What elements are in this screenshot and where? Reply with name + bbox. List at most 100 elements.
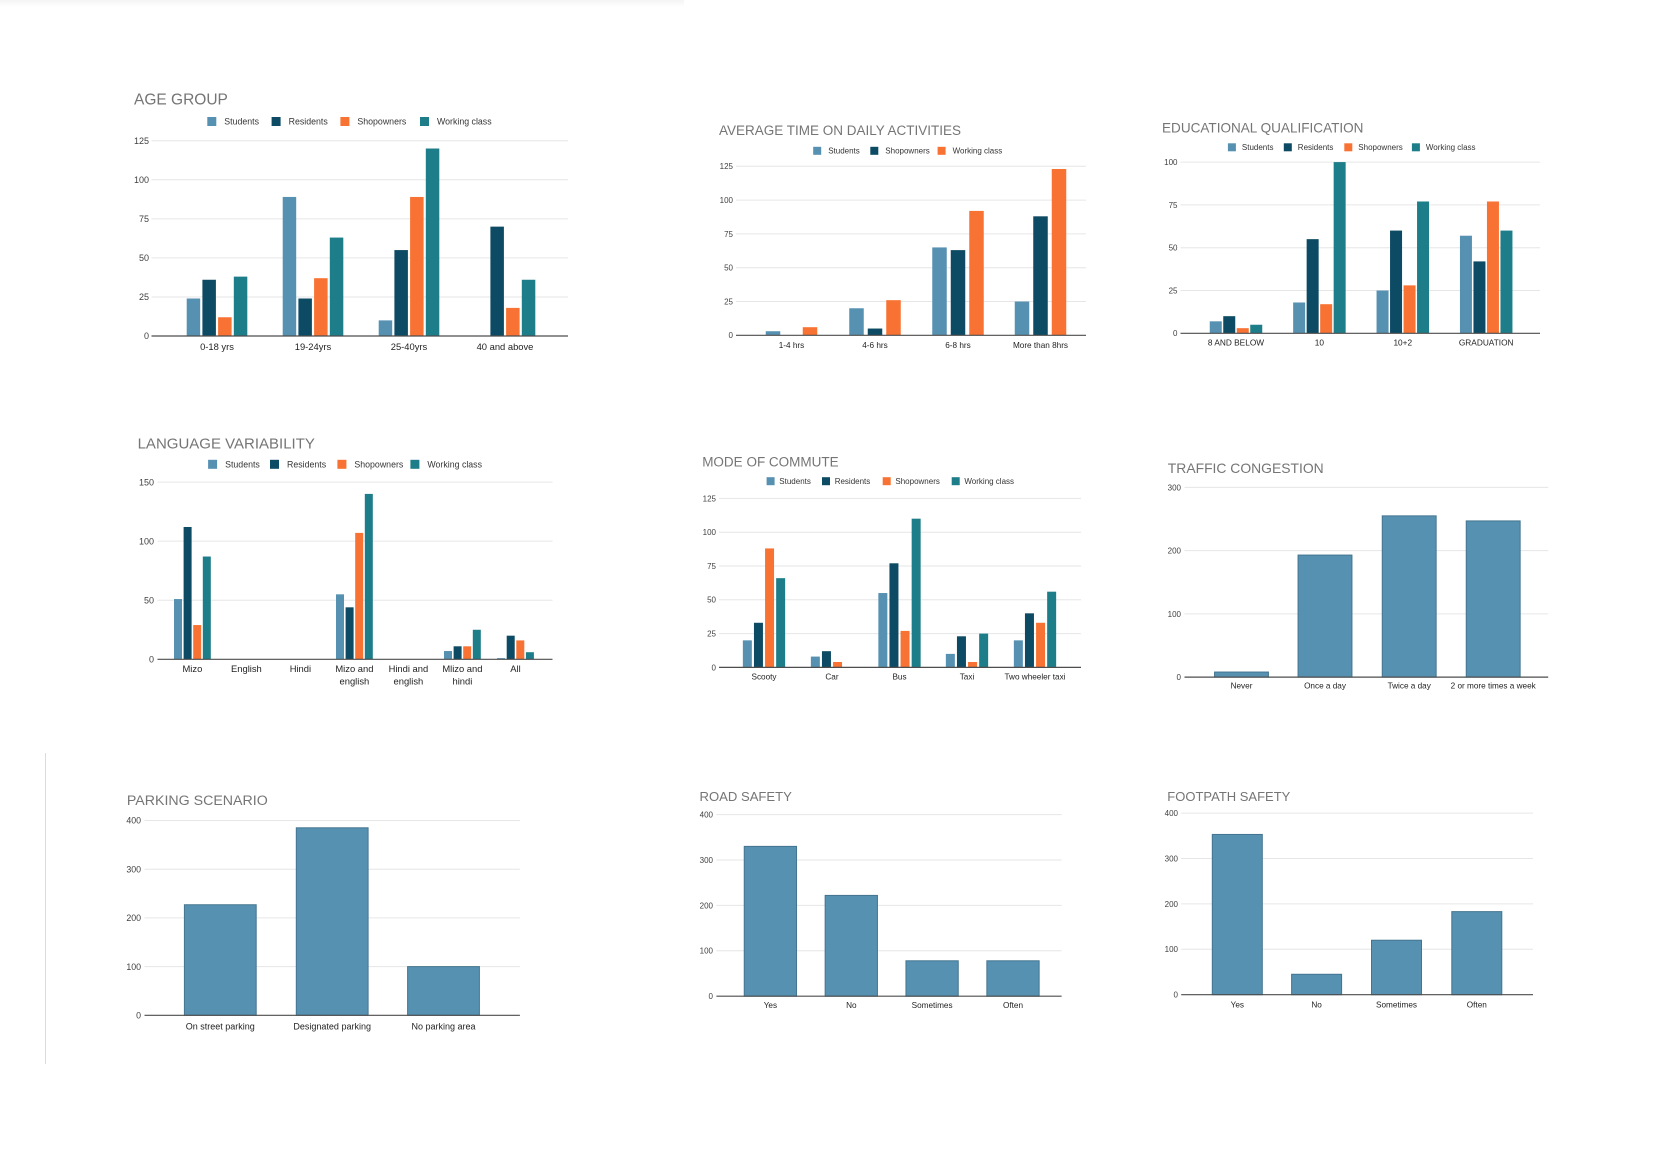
svg-text:Students: Students <box>779 477 811 486</box>
svg-text:8 AND BELOW: 8 AND BELOW <box>1208 338 1264 348</box>
svg-text:75: 75 <box>724 230 733 239</box>
svg-text:400: 400 <box>1165 809 1179 818</box>
svg-text:100: 100 <box>703 528 717 537</box>
svg-text:0: 0 <box>729 331 734 340</box>
svg-text:english: english <box>340 675 370 686</box>
svg-text:Never: Never <box>1231 681 1253 690</box>
svg-text:200: 200 <box>126 913 141 923</box>
svg-text:GRADUATION: GRADUATION <box>1459 338 1514 348</box>
svg-text:0: 0 <box>149 655 154 665</box>
svg-text:19-24yrs: 19-24yrs <box>295 341 332 352</box>
svg-text:100: 100 <box>126 962 141 972</box>
svg-text:Hindi: Hindi <box>290 663 311 674</box>
svg-text:1-4 hrs: 1-4 hrs <box>779 341 804 350</box>
svg-text:25: 25 <box>1169 286 1178 295</box>
svg-text:Residents: Residents <box>835 477 871 486</box>
svg-text:10: 10 <box>1315 338 1325 348</box>
svg-text:Shopowners: Shopowners <box>1358 143 1402 152</box>
svg-text:Bus: Bus <box>892 673 906 682</box>
svg-text:50: 50 <box>707 596 716 605</box>
svg-text:25: 25 <box>707 629 716 638</box>
svg-text:75: 75 <box>707 562 716 571</box>
svg-text:Scooty: Scooty <box>751 673 777 682</box>
svg-text:Often: Often <box>1467 1001 1487 1010</box>
svg-text:Shopowners: Shopowners <box>357 117 407 127</box>
svg-text:Shopowners: Shopowners <box>354 459 404 469</box>
svg-text:Two wheeler taxi: Two wheeler taxi <box>1005 673 1066 682</box>
svg-text:Shopowners: Shopowners <box>895 477 939 486</box>
svg-text:125: 125 <box>703 494 717 503</box>
svg-text:Working class: Working class <box>953 147 1003 156</box>
svg-text:More than 8hrs: More than 8hrs <box>1013 341 1068 350</box>
svg-text:PARKING SCENARIO: PARKING SCENARIO <box>127 793 268 809</box>
svg-text:100: 100 <box>720 196 734 205</box>
svg-text:On street parking: On street parking <box>186 1022 255 1032</box>
svg-text:125: 125 <box>720 162 734 171</box>
svg-text:100: 100 <box>134 175 149 185</box>
svg-text:200: 200 <box>1165 900 1179 909</box>
svg-text:50: 50 <box>144 595 154 605</box>
svg-text:No: No <box>1311 1001 1322 1010</box>
svg-text:All: All <box>510 663 520 674</box>
svg-text:Students: Students <box>1242 143 1274 152</box>
svg-text:300: 300 <box>1168 483 1182 492</box>
svg-text:Once a day: Once a day <box>1304 681 1347 690</box>
svg-text:200: 200 <box>700 901 714 910</box>
svg-text:AGE GROUP: AGE GROUP <box>134 91 228 108</box>
svg-text:0: 0 <box>144 331 149 341</box>
svg-text:300: 300 <box>700 856 714 865</box>
svg-text:75: 75 <box>1169 201 1178 210</box>
svg-text:100: 100 <box>1165 945 1179 954</box>
svg-text:Car: Car <box>825 673 838 682</box>
svg-text:10+2: 10+2 <box>1393 338 1412 348</box>
svg-text:300: 300 <box>1165 854 1179 863</box>
svg-text:No: No <box>846 1001 857 1010</box>
svg-text:25: 25 <box>139 292 149 302</box>
svg-text:0: 0 <box>1174 991 1179 1000</box>
svg-text:0: 0 <box>1173 329 1178 338</box>
svg-text:MODE OF COMMUTE: MODE OF COMMUTE <box>702 454 839 469</box>
svg-text:Residents: Residents <box>289 117 329 127</box>
svg-text:Students: Students <box>828 147 860 156</box>
svg-text:Residents: Residents <box>287 459 327 469</box>
svg-text:100: 100 <box>700 947 714 956</box>
svg-text:hindi: hindi <box>452 675 472 686</box>
svg-text:50: 50 <box>1169 244 1178 253</box>
svg-text:0: 0 <box>136 1010 141 1020</box>
svg-text:Mizo and: Mizo and <box>335 663 373 674</box>
svg-text:0: 0 <box>712 663 717 672</box>
svg-text:50: 50 <box>139 253 149 263</box>
svg-text:Often: Often <box>1003 1001 1023 1010</box>
svg-text:Hindi and: Hindi and <box>389 663 429 674</box>
svg-text:Yes: Yes <box>1231 1001 1244 1010</box>
svg-text:FOOTPATH SAFETY: FOOTPATH SAFETY <box>1167 789 1290 804</box>
svg-text:Mizo: Mizo <box>183 663 203 674</box>
svg-text:300: 300 <box>126 864 141 874</box>
svg-text:6-8 hrs: 6-8 hrs <box>945 341 970 350</box>
svg-text:AVERAGE TIME ON DAILY ACTIVITI: AVERAGE TIME ON DAILY ACTIVITIES <box>719 123 961 138</box>
svg-text:150: 150 <box>139 477 154 487</box>
svg-text:400: 400 <box>700 810 714 819</box>
svg-text:Working class: Working class <box>964 477 1014 486</box>
svg-text:Students: Students <box>225 459 260 469</box>
svg-text:Working class: Working class <box>437 117 492 127</box>
svg-text:Twice a day: Twice a day <box>1388 681 1432 690</box>
svg-text:0-18 yrs: 0-18 yrs <box>200 341 234 352</box>
svg-text:50: 50 <box>724 264 733 273</box>
svg-text:125: 125 <box>134 136 149 146</box>
svg-text:2 or more times a week: 2 or more times a week <box>1451 681 1537 690</box>
svg-text:Taxi: Taxi <box>960 673 975 682</box>
svg-text:English: English <box>231 663 262 674</box>
svg-text:TRAFFIC CONGESTION: TRAFFIC CONGESTION <box>1168 460 1324 476</box>
svg-text:english: english <box>394 675 424 686</box>
svg-text:Students: Students <box>224 117 259 127</box>
svg-text:Designated parking: Designated parking <box>293 1022 371 1032</box>
svg-text:LANGUAGE VARIABILITY: LANGUAGE VARIABILITY <box>138 436 315 453</box>
svg-text:Sometimes: Sometimes <box>912 1001 953 1010</box>
svg-text:Sometimes: Sometimes <box>1376 1001 1417 1010</box>
svg-text:40 and above: 40 and above <box>477 341 534 352</box>
svg-text:Working class: Working class <box>427 459 482 469</box>
svg-text:Residents: Residents <box>1298 143 1334 152</box>
svg-text:25: 25 <box>724 297 733 306</box>
svg-text:100: 100 <box>1168 610 1182 619</box>
